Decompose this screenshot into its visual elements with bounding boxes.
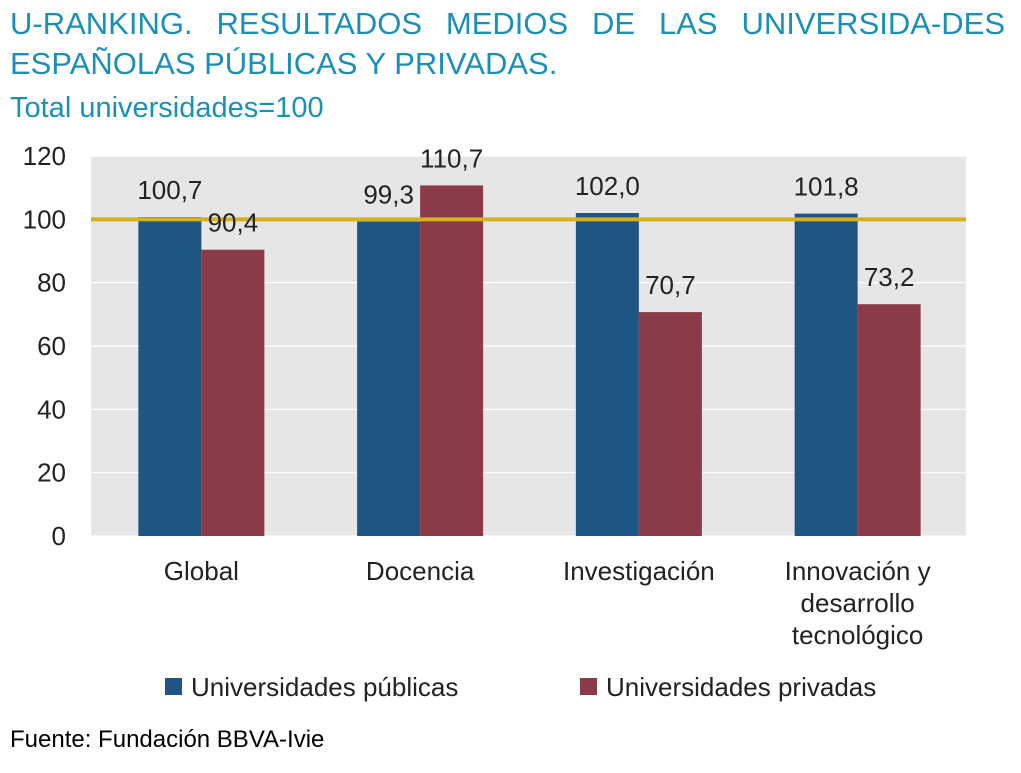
bar-publicas — [575, 213, 639, 536]
data-label: 100,7 — [137, 175, 202, 205]
legend-swatch-privadas — [580, 678, 597, 695]
x-category-label: Global — [164, 556, 239, 586]
bar-privadas — [420, 185, 484, 536]
bar-publicas — [138, 217, 202, 536]
x-category-label: desarrollo — [801, 588, 915, 618]
legend-label: Universidades públicas — [191, 672, 458, 702]
bar-privadas — [201, 249, 265, 536]
y-tick-label: 60 — [37, 331, 66, 361]
y-tick-label: 80 — [37, 268, 66, 298]
chart-subtitle: Total universidades=100 — [10, 92, 324, 124]
x-category-label: tecnológico — [792, 620, 924, 650]
y-tick-label: 40 — [37, 394, 66, 424]
y-tick-label: 0 — [52, 521, 66, 551]
legend-label: Universidades privadas — [606, 672, 876, 702]
data-label: 73,2 — [864, 262, 915, 292]
source-note: Fuente: Fundación BBVA-Ivie — [10, 726, 325, 753]
data-label: 99,3 — [363, 180, 414, 210]
x-category-label: Investigación — [563, 556, 715, 586]
bar-privadas — [638, 312, 702, 536]
y-tick-label: 20 — [37, 458, 66, 488]
bar-publicas — [794, 213, 858, 536]
data-label: 102,0 — [575, 171, 640, 201]
chart-title: U-RANKING. RESULTADOS MEDIOS DE LAS UNIV… — [10, 6, 1005, 81]
data-label: 101,8 — [794, 172, 859, 202]
x-category-label: Innovación y — [785, 556, 931, 586]
data-label: 90,4 — [208, 208, 259, 238]
y-tick-label: 100 — [23, 204, 66, 234]
legend-swatch-publicas — [165, 678, 182, 695]
data-label: 70,7 — [645, 270, 696, 300]
data-label: 110,7 — [420, 143, 483, 173]
bar-privadas — [857, 304, 921, 536]
x-category-label: Docencia — [366, 556, 475, 586]
bar-publicas — [357, 221, 421, 537]
y-tick-label: 120 — [23, 141, 66, 171]
